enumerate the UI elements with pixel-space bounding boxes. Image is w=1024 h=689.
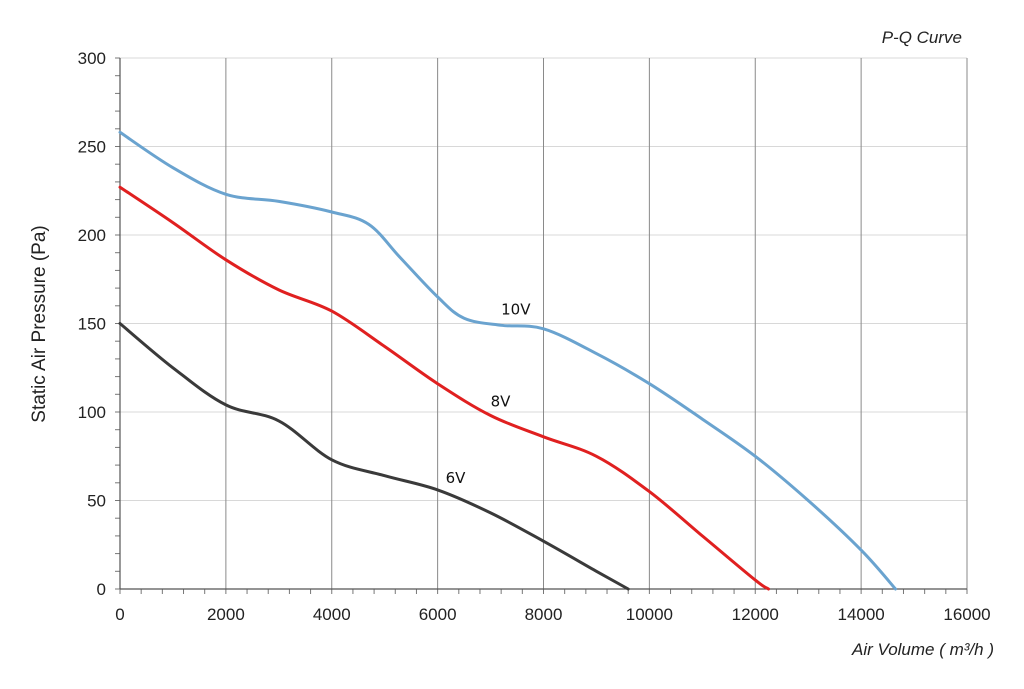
series-label-6v: 6V <box>446 469 467 487</box>
series-label-10v: 10V <box>501 301 531 319</box>
x-tick-label-2000: 2000 <box>207 605 245 624</box>
y-tick-label-300: 300 <box>78 49 106 68</box>
chart-title: P-Q Curve <box>882 28 962 47</box>
x-axis-title: Air Volume ( m³/h ) <box>851 640 994 659</box>
x-tick-label-6000: 6000 <box>419 605 457 624</box>
y-tick-label-200: 200 <box>78 226 106 245</box>
vertical-gridlines <box>225 58 968 589</box>
x-tick-label-4000: 4000 <box>313 605 351 624</box>
x-tick-label-12000: 12000 <box>732 605 779 624</box>
series-labels: 10V 8V 6V <box>446 301 532 487</box>
series-line-8v <box>118 185 770 591</box>
x-tick-labels: 0 2000 4000 6000 8000 10000 12000 14000 16000 <box>115 605 990 624</box>
x-tick-label-14000: 14000 <box>837 605 884 624</box>
y-axis-title: Static Air Pressure (Pa) <box>29 225 50 422</box>
x-tick-label-10000: 10000 <box>626 605 673 624</box>
x-tick-label-16000: 16000 <box>943 605 990 624</box>
y-tick-label-50: 50 <box>87 492 106 511</box>
x-tick-label-8000: 8000 <box>525 605 563 624</box>
y-tick-labels: 0 50 100 150 200 250 300 <box>78 49 106 599</box>
y-tick-label-250: 250 <box>78 138 106 157</box>
y-tick-label-100: 100 <box>78 403 106 422</box>
y-tick-label-150: 150 <box>78 315 106 334</box>
series-line-10v <box>118 130 897 591</box>
series-label-8v: 8V <box>491 393 512 411</box>
x-tick-label-0: 0 <box>115 605 124 624</box>
series-line-6v <box>118 322 630 591</box>
y-tick-label-0: 0 <box>97 580 106 599</box>
minor-ticks <box>115 57 968 594</box>
series-lines <box>118 130 897 591</box>
